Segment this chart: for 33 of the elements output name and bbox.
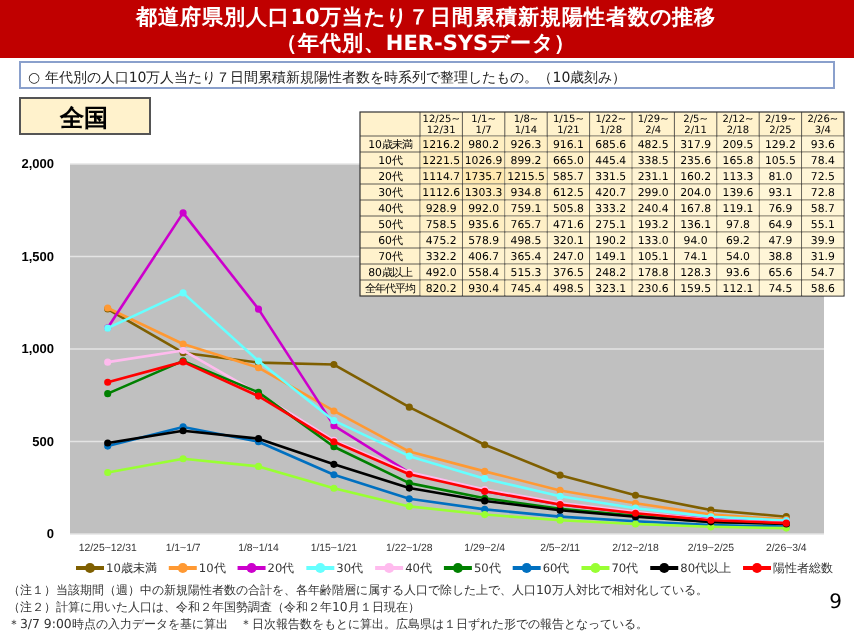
text: 9	[829, 592, 842, 614]
point	[481, 511, 489, 519]
point	[330, 471, 338, 479]
point	[556, 471, 564, 479]
point	[254, 305, 263, 313]
point	[330, 484, 338, 492]
point	[254, 364, 263, 372]
point	[405, 403, 413, 411]
point	[104, 468, 112, 477]
point	[330, 360, 338, 369]
point	[254, 462, 263, 470]
point	[179, 289, 187, 297]
point	[405, 495, 413, 503]
point	[179, 209, 187, 217]
point	[104, 378, 112, 386]
point	[481, 475, 489, 483]
point	[330, 460, 338, 468]
chart-title: 都道府県別人口10万当たり７日間累積新規陽性者数の推移	[134, 4, 716, 30]
point	[104, 358, 112, 366]
point	[179, 455, 187, 463]
chart-subtitle: （年代別、HER-SYSデータ）	[275, 30, 577, 56]
point	[556, 486, 564, 494]
point	[631, 491, 640, 499]
point	[179, 340, 187, 348]
point	[405, 484, 413, 492]
point	[330, 417, 338, 425]
point	[556, 492, 564, 500]
point	[481, 441, 489, 449]
point	[481, 467, 489, 475]
point	[104, 390, 112, 398]
point	[330, 407, 338, 415]
point	[405, 502, 413, 510]
text: 全国	[58, 104, 108, 132]
